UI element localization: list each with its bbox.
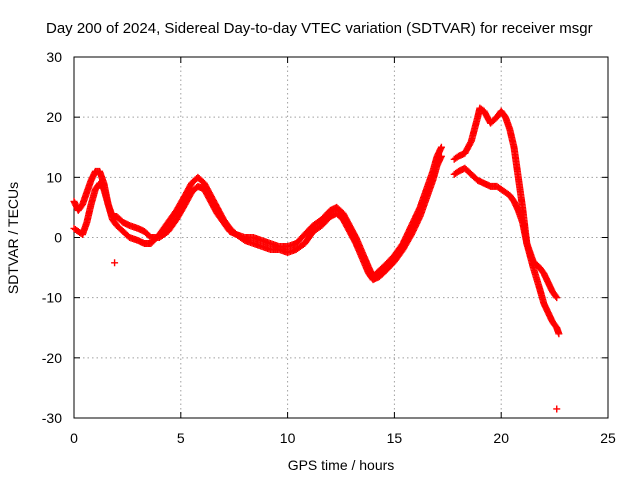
data-points — [70, 104, 563, 413]
x-tick-label: 20 — [493, 430, 509, 446]
x-axis-label: GPS time / hours — [288, 457, 395, 473]
plot-frame — [73, 56, 609, 419]
x-tick-label: 5 — [177, 430, 185, 446]
chart-title: Day 200 of 2024, Sidereal Day-to-day VTE… — [46, 20, 593, 37]
data-point — [553, 405, 561, 413]
x-tick-label: 0 — [70, 430, 78, 446]
x-tick-label: 10 — [280, 430, 296, 446]
x-tick-label: 25 — [600, 430, 616, 446]
data-point — [111, 259, 119, 267]
x-tick-label: 15 — [387, 430, 403, 446]
y-tick-label: 30 — [46, 49, 62, 65]
y-tick-label: -30 — [42, 410, 62, 426]
y-tick-label: 0 — [54, 230, 62, 246]
y-tick-labels: -30 -20 -10 0 10 20 30 — [42, 49, 62, 426]
data-point — [437, 152, 445, 160]
y-tick-label: -10 — [42, 290, 62, 306]
x-tick-labels: 0 5 10 15 20 25 — [70, 430, 616, 446]
y-tick-label: 20 — [46, 109, 62, 125]
grid-lines — [74, 57, 608, 418]
data-point — [555, 330, 563, 338]
data-point — [437, 143, 445, 151]
y-axis-label: SDTVAR / TECUs — [5, 182, 21, 294]
data-point — [553, 294, 561, 302]
data-point — [552, 292, 560, 300]
y-tick-label: 10 — [46, 169, 62, 185]
y-tick-label: -20 — [42, 350, 62, 366]
